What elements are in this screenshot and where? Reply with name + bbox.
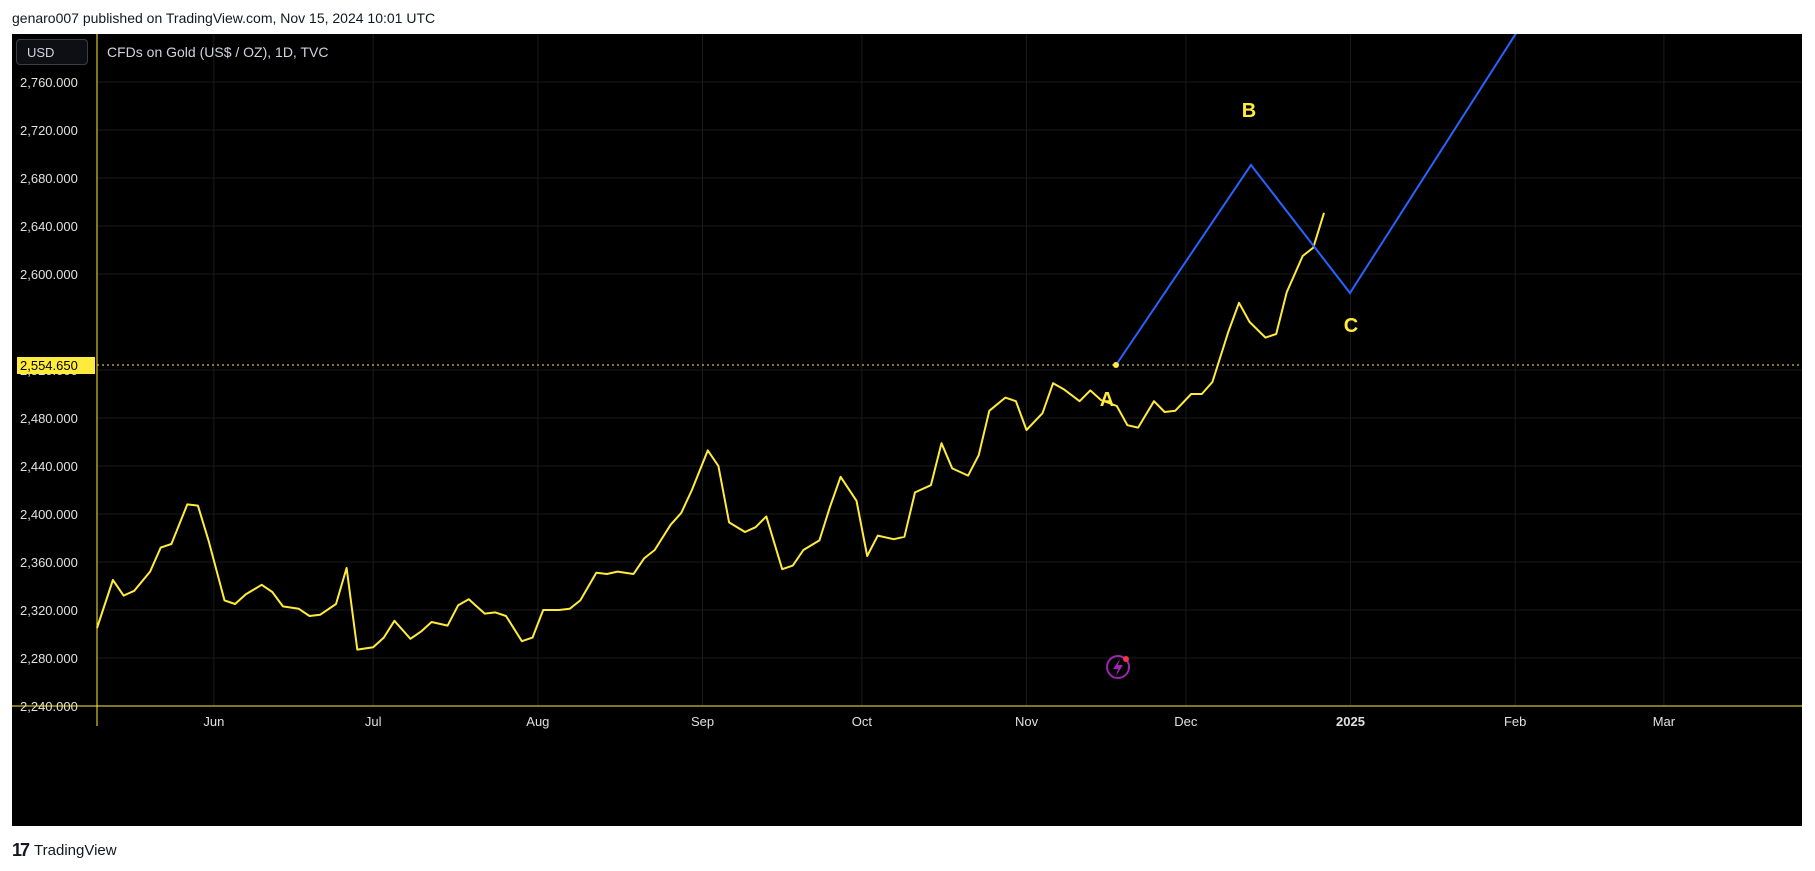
lightning-event-icon[interactable]: [1106, 655, 1130, 679]
x-tick-label: 2025: [1336, 714, 1365, 729]
price-series-line[interactable]: [96, 212, 1325, 651]
price-chart[interactable]: 2,240.0002,280.0002,320.0002,360.0002,40…: [12, 34, 1802, 826]
footer-brand[interactable]: 17 TradingView: [12, 840, 117, 861]
last-price-dot: [1113, 362, 1119, 368]
current-price-label: 2,554.650: [20, 358, 78, 373]
y-tick-label: 2,400.000: [20, 507, 78, 522]
wave-label-a: A: [1100, 389, 1114, 411]
y-tick-label: 2,480.000: [20, 411, 78, 426]
y-tick-label: 2,720.000: [20, 123, 78, 138]
x-tick-label: Dec: [1174, 714, 1198, 729]
wave-label-c: C: [1344, 315, 1358, 337]
chart-panel[interactable]: 2,240.000 2,280.000 2,320.000 2,360.000 2,40…: [12, 34, 1802, 826]
x-tick-label: Mar: [1653, 714, 1676, 729]
brand-name: TradingView: [34, 842, 117, 859]
wave-label-b: B: [1242, 100, 1256, 122]
currency-selector[interactable]: USD: [16, 39, 88, 65]
current-price-label-box: [17, 357, 95, 374]
x-tick-label: Sep: [691, 714, 714, 729]
x-tick-label: Oct: [852, 714, 873, 729]
y-tick-label: 2,320.000: [20, 603, 78, 618]
y-tick-label: 2,280.000: [20, 651, 78, 666]
y-tick-label: 2,440.000: [20, 459, 78, 474]
symbol-title: CFDs on Gold (US$ / OZ), 1D, TVC: [107, 44, 329, 60]
x-tick-label: Jun: [203, 714, 224, 729]
x-tick-label: Aug: [526, 714, 549, 729]
y-tick-label: 2,640.000: [20, 219, 78, 234]
y-tick-label: 2,760.000: [20, 75, 78, 90]
x-tick-label: Feb: [1504, 714, 1526, 729]
x-tick-label: Jul: [365, 714, 382, 729]
y-tick-label: 2,600.000: [20, 267, 78, 282]
y-tick-label: 2,680.000: [20, 171, 78, 186]
x-tick-label: Nov: [1015, 714, 1039, 729]
tradingview-logo-icon: 17: [12, 840, 30, 860]
publish-attribution: genaro007 published on TradingView.com, …: [12, 10, 436, 26]
y-tick-label: 2,360.000: [20, 555, 78, 570]
projection-path[interactable]: [1115, 34, 1522, 366]
